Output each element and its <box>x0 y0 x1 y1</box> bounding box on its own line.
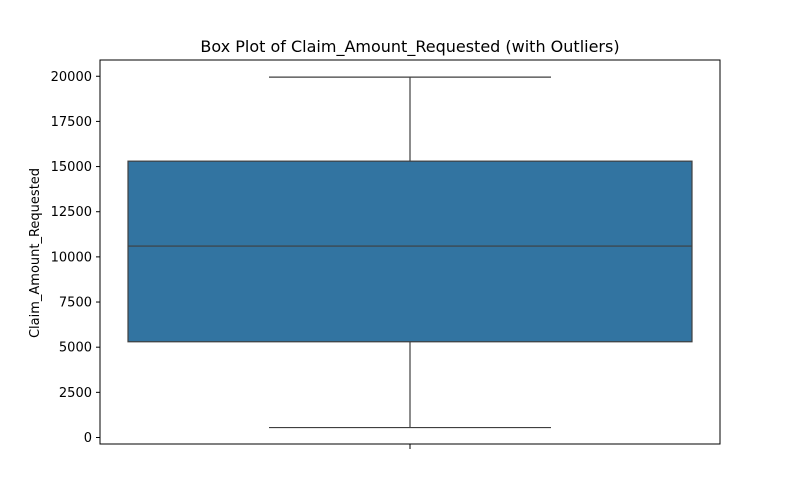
y-tick-label: 20000 <box>51 70 92 85</box>
y-tick-label: 7500 <box>59 296 92 311</box>
y-tick-label: 5000 <box>59 341 92 356</box>
y-tick-label: 10000 <box>51 250 92 265</box>
interquartile-box <box>127 160 693 343</box>
y-tick-label: 17500 <box>51 115 92 130</box>
chart-title: Box Plot of Claim_Amount_Requested (with… <box>200 37 619 57</box>
y-tick-label: 2500 <box>59 386 92 401</box>
y-tick-label: 0 <box>84 431 92 446</box>
y-axis-label: Claim_Amount_Requested <box>28 168 43 338</box>
y-tick-label: 12500 <box>51 205 92 220</box>
plot-area <box>99 59 721 445</box>
y-axis-ticks: 0 2500 5000 7500 10000 12500 15000 17500 20000 <box>51 70 100 446</box>
y-tick-label: 15000 <box>51 160 92 175</box>
